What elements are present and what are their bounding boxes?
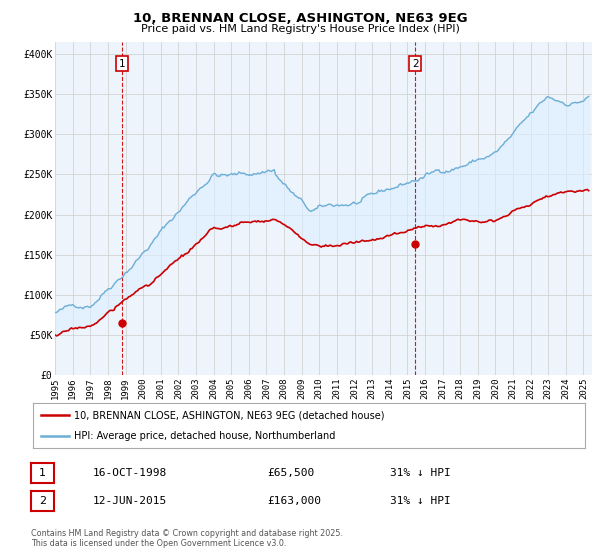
Text: 31% ↓ HPI: 31% ↓ HPI [390, 496, 451, 506]
Text: 2: 2 [39, 496, 46, 506]
Text: £163,000: £163,000 [267, 496, 321, 506]
Text: £65,500: £65,500 [267, 468, 314, 478]
Text: Price paid vs. HM Land Registry's House Price Index (HPI): Price paid vs. HM Land Registry's House … [140, 24, 460, 34]
Text: Contains HM Land Registry data © Crown copyright and database right 2025.
This d: Contains HM Land Registry data © Crown c… [31, 529, 343, 548]
Text: 10, BRENNAN CLOSE, ASHINGTON, NE63 9EG: 10, BRENNAN CLOSE, ASHINGTON, NE63 9EG [133, 12, 467, 25]
Text: 12-JUN-2015: 12-JUN-2015 [93, 496, 167, 506]
Text: 16-OCT-1998: 16-OCT-1998 [93, 468, 167, 478]
Text: 10, BRENNAN CLOSE, ASHINGTON, NE63 9EG (detached house): 10, BRENNAN CLOSE, ASHINGTON, NE63 9EG (… [74, 410, 385, 421]
Text: HPI: Average price, detached house, Northumberland: HPI: Average price, detached house, Nort… [74, 431, 336, 441]
Text: 2: 2 [412, 59, 419, 69]
Text: 1: 1 [119, 59, 125, 69]
Text: 1: 1 [39, 468, 46, 478]
Text: 31% ↓ HPI: 31% ↓ HPI [390, 468, 451, 478]
